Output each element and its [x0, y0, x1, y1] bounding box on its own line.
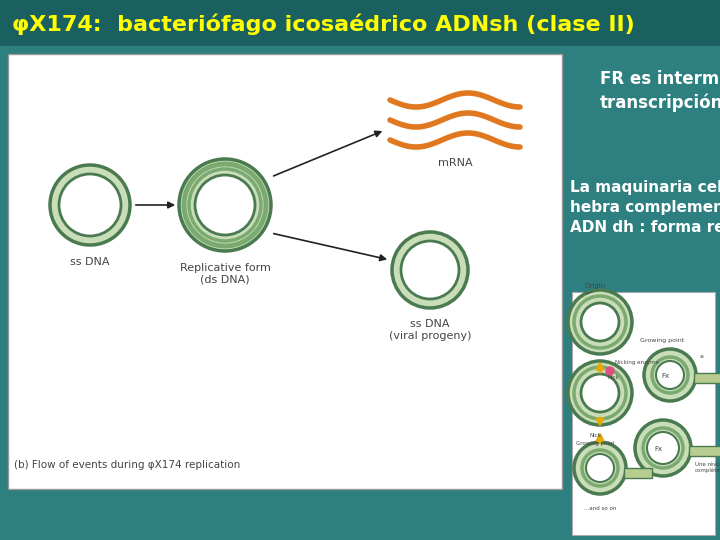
- Circle shape: [606, 367, 614, 375]
- Text: Growing point: Growing point: [640, 338, 684, 343]
- Bar: [572, 292, 715, 535]
- Bar: [8, 54, 562, 489]
- Circle shape: [647, 432, 679, 464]
- Text: Une révolution
complète: Une révolution complète: [695, 462, 720, 474]
- Text: La maquinaria celular sintetiza la
hebra complementaria para dar un
ADN dh : for: La maquinaria celular sintetiza la hebra…: [570, 180, 720, 234]
- Text: Fx: Fx: [654, 446, 662, 452]
- Circle shape: [568, 361, 632, 425]
- Text: (ds DNA): (ds DNA): [200, 275, 250, 285]
- Circle shape: [581, 374, 619, 412]
- Circle shape: [656, 361, 684, 389]
- Text: Replicative form: Replicative form: [179, 263, 271, 273]
- Text: φX174:  bacteriófago icosaédrico ADNsh (clase II): φX174: bacteriófago icosaédrico ADNsh (c…: [12, 14, 635, 35]
- Text: Nick: Nick: [608, 375, 620, 380]
- Circle shape: [581, 303, 619, 341]
- Text: (b) Flow of events during φX174 replication: (b) Flow of events during φX174 replicat…: [14, 460, 240, 470]
- Text: Fx: Fx: [661, 373, 669, 379]
- Text: ...and so on: ...and so on: [584, 506, 616, 511]
- Text: a: a: [700, 354, 704, 359]
- Text: (viral progeny): (viral progeny): [389, 331, 472, 341]
- Circle shape: [644, 349, 696, 401]
- Circle shape: [635, 420, 691, 476]
- Text: ss DNA: ss DNA: [71, 257, 109, 267]
- Text: mRNA: mRNA: [438, 158, 472, 168]
- Circle shape: [59, 174, 121, 236]
- FancyBboxPatch shape: [694, 373, 720, 383]
- Circle shape: [574, 442, 626, 494]
- Text: ss DNA: ss DNA: [410, 319, 450, 329]
- FancyBboxPatch shape: [689, 446, 720, 456]
- Circle shape: [179, 159, 271, 251]
- Circle shape: [392, 232, 468, 308]
- Text: Origin: Origin: [585, 283, 606, 289]
- Circle shape: [195, 175, 255, 235]
- Text: Growing point: Growing point: [576, 441, 614, 446]
- Circle shape: [586, 454, 614, 482]
- Text: FR es intermediario de
transcripción: FR es intermediario de transcripción: [600, 70, 720, 112]
- Circle shape: [50, 165, 130, 245]
- Text: Nick: Nick: [589, 433, 601, 438]
- Bar: [0, 0, 720, 46]
- Text: Nicking enzyme: Nicking enzyme: [615, 360, 659, 365]
- Circle shape: [401, 241, 459, 299]
- FancyBboxPatch shape: [624, 468, 652, 478]
- Text: FR es intermediario de
replicación por círculo
rodante: FR es intermediario de replicación por c…: [30, 355, 261, 421]
- Circle shape: [568, 290, 632, 354]
